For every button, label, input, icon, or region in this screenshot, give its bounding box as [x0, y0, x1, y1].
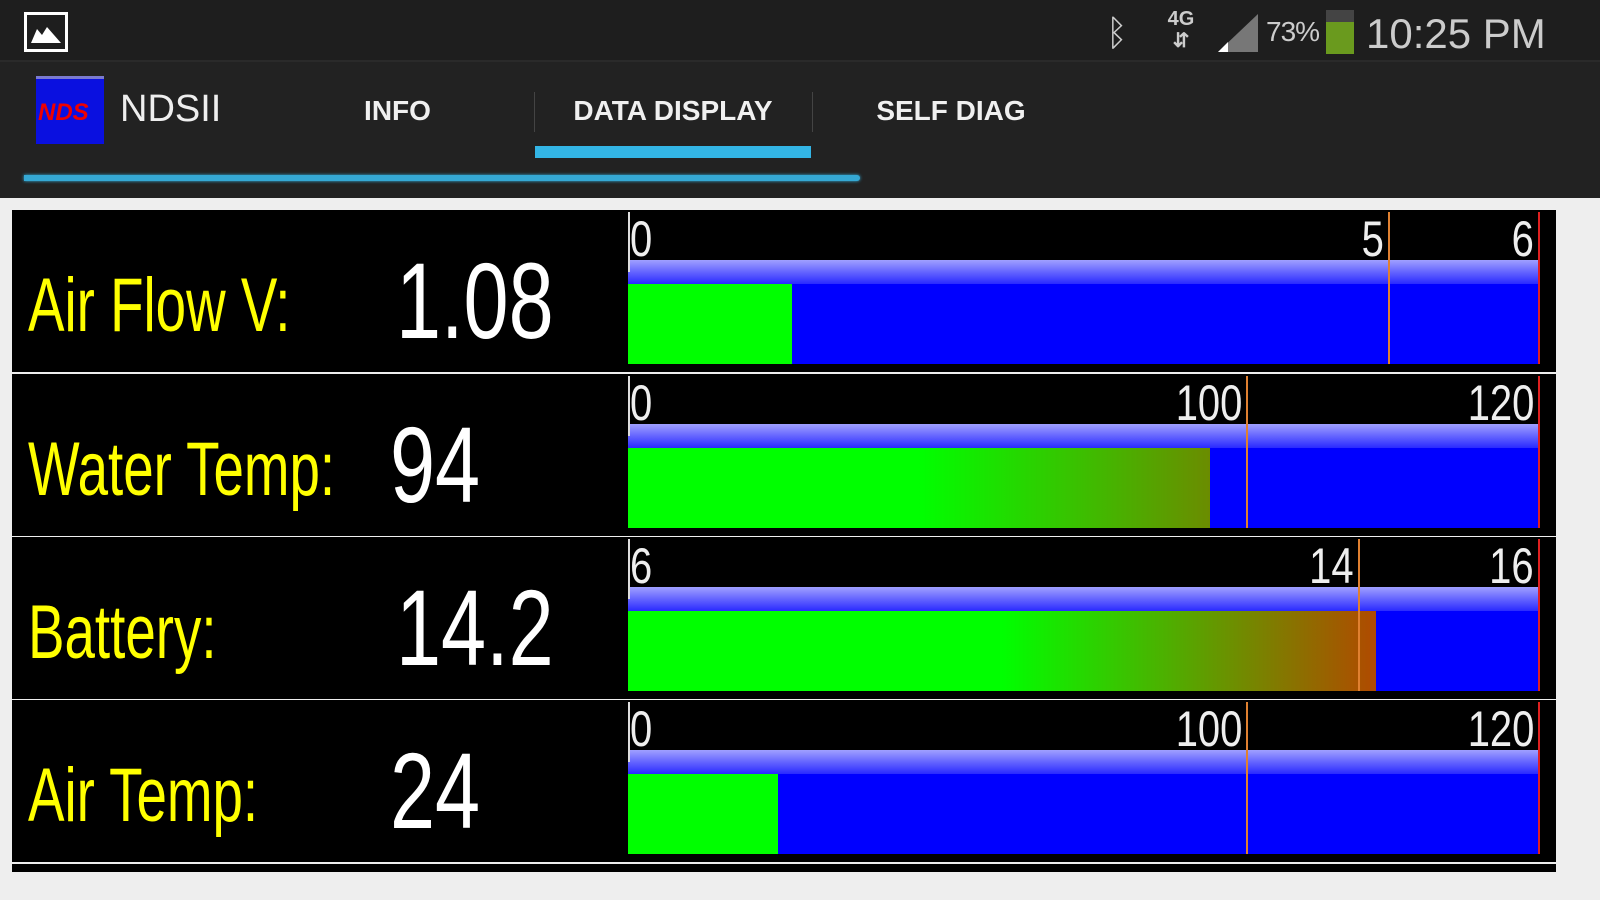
bluetooth-icon: ᛒ: [1106, 12, 1128, 53]
gauge-track: [628, 774, 1540, 854]
tick-warn: 100: [1175, 375, 1243, 431]
gauge-row: Air Temp: 24 0 100 120: [12, 700, 1556, 862]
gauge-highlight: [628, 750, 1540, 776]
4g-data-icon: 4G ⇵: [1167, 8, 1195, 52]
tick-max: 120: [1467, 701, 1534, 757]
gauge-label: Water Temp:: [28, 427, 336, 512]
progress-bar: [24, 175, 860, 181]
clock: 10:25 PM: [1366, 10, 1546, 57]
tick-max: 16: [1489, 538, 1535, 594]
gauge-min-line: [628, 376, 630, 436]
tick-max: 6: [1511, 211, 1534, 267]
gauge-warn-line: [1357, 539, 1360, 691]
app-title: NDSII: [120, 88, 222, 130]
gauge-min-line: [628, 702, 630, 762]
network-type: 4G: [1167, 8, 1195, 30]
gauge-warn-line: [1246, 376, 1249, 528]
tick-warn: 14: [1309, 538, 1354, 594]
gauge-min-line: [628, 212, 630, 272]
gauge-label: Battery:: [28, 590, 217, 675]
gauge-warn-line: [1387, 212, 1390, 364]
gauge-bar: 0 100 120: [628, 374, 1540, 536]
partial-row: [12, 864, 1556, 872]
gauge-label: Air Flow V:: [28, 263, 291, 348]
action-bar: [0, 62, 1600, 158]
tab-divider: [534, 92, 535, 132]
tab-divider: [812, 92, 813, 132]
gauge-max-line: [1538, 702, 1540, 854]
gauge-row: Battery: 14.2 6 14 16: [12, 537, 1556, 699]
gauge-highlight: [628, 424, 1540, 450]
status-bar: ᛒ 4G ⇵ 73% 10:25 PM: [0, 0, 1600, 62]
app-logo[interactable]: NDS: [36, 76, 104, 144]
gauge-max-line: [1538, 539, 1540, 691]
tab-self-diag[interactable]: SELF DIAG: [876, 95, 1026, 126]
gauge-fill: [628, 448, 1210, 528]
gauge-max-line: [1538, 376, 1540, 528]
gauge-value: 24: [390, 730, 481, 851]
gauge-bar: 0 5 6: [628, 210, 1540, 372]
tab-indicator: [535, 146, 811, 158]
tick-max: 120: [1467, 375, 1534, 431]
gauge-bar: 6 14 16: [628, 537, 1540, 699]
gauge-max-line: [1538, 212, 1540, 364]
gauge-row: Water Temp: 94 0 100 120: [12, 374, 1556, 536]
tick-min: 6: [630, 538, 653, 594]
gauge-value: 1.08: [396, 240, 554, 361]
gauge-fill: [628, 774, 778, 854]
gauge-fill: [628, 284, 793, 364]
gauge-bar: 0 100 120: [628, 700, 1540, 862]
gauge-row: Air Flow V: 1.08 0 5 6: [12, 210, 1556, 372]
gauge-warn-line: [1246, 702, 1249, 854]
tick-warn: 100: [1175, 701, 1243, 757]
battery-percent: 73%: [1266, 16, 1320, 47]
gauge-label: Air Temp:: [28, 753, 259, 838]
gallery-icon: [24, 12, 68, 52]
tick-min: 0: [630, 375, 653, 431]
gauge-highlight: [628, 260, 1540, 286]
gauge-min-line: [628, 539, 630, 599]
tick-warn: 5: [1361, 211, 1384, 267]
gauge-highlight: [628, 587, 1540, 613]
gauge-value: 14.2: [396, 567, 554, 688]
gauge-fill: [628, 611, 1376, 691]
gauge-value: 94: [390, 404, 481, 525]
tick-min: 0: [630, 211, 653, 267]
signal-icon: [1218, 14, 1258, 52]
tab-info[interactable]: INFO: [364, 95, 431, 126]
tab-data-display[interactable]: DATA DISPLAY: [573, 95, 773, 126]
tick-min: 0: [630, 701, 653, 757]
battery-icon: [1326, 10, 1354, 54]
